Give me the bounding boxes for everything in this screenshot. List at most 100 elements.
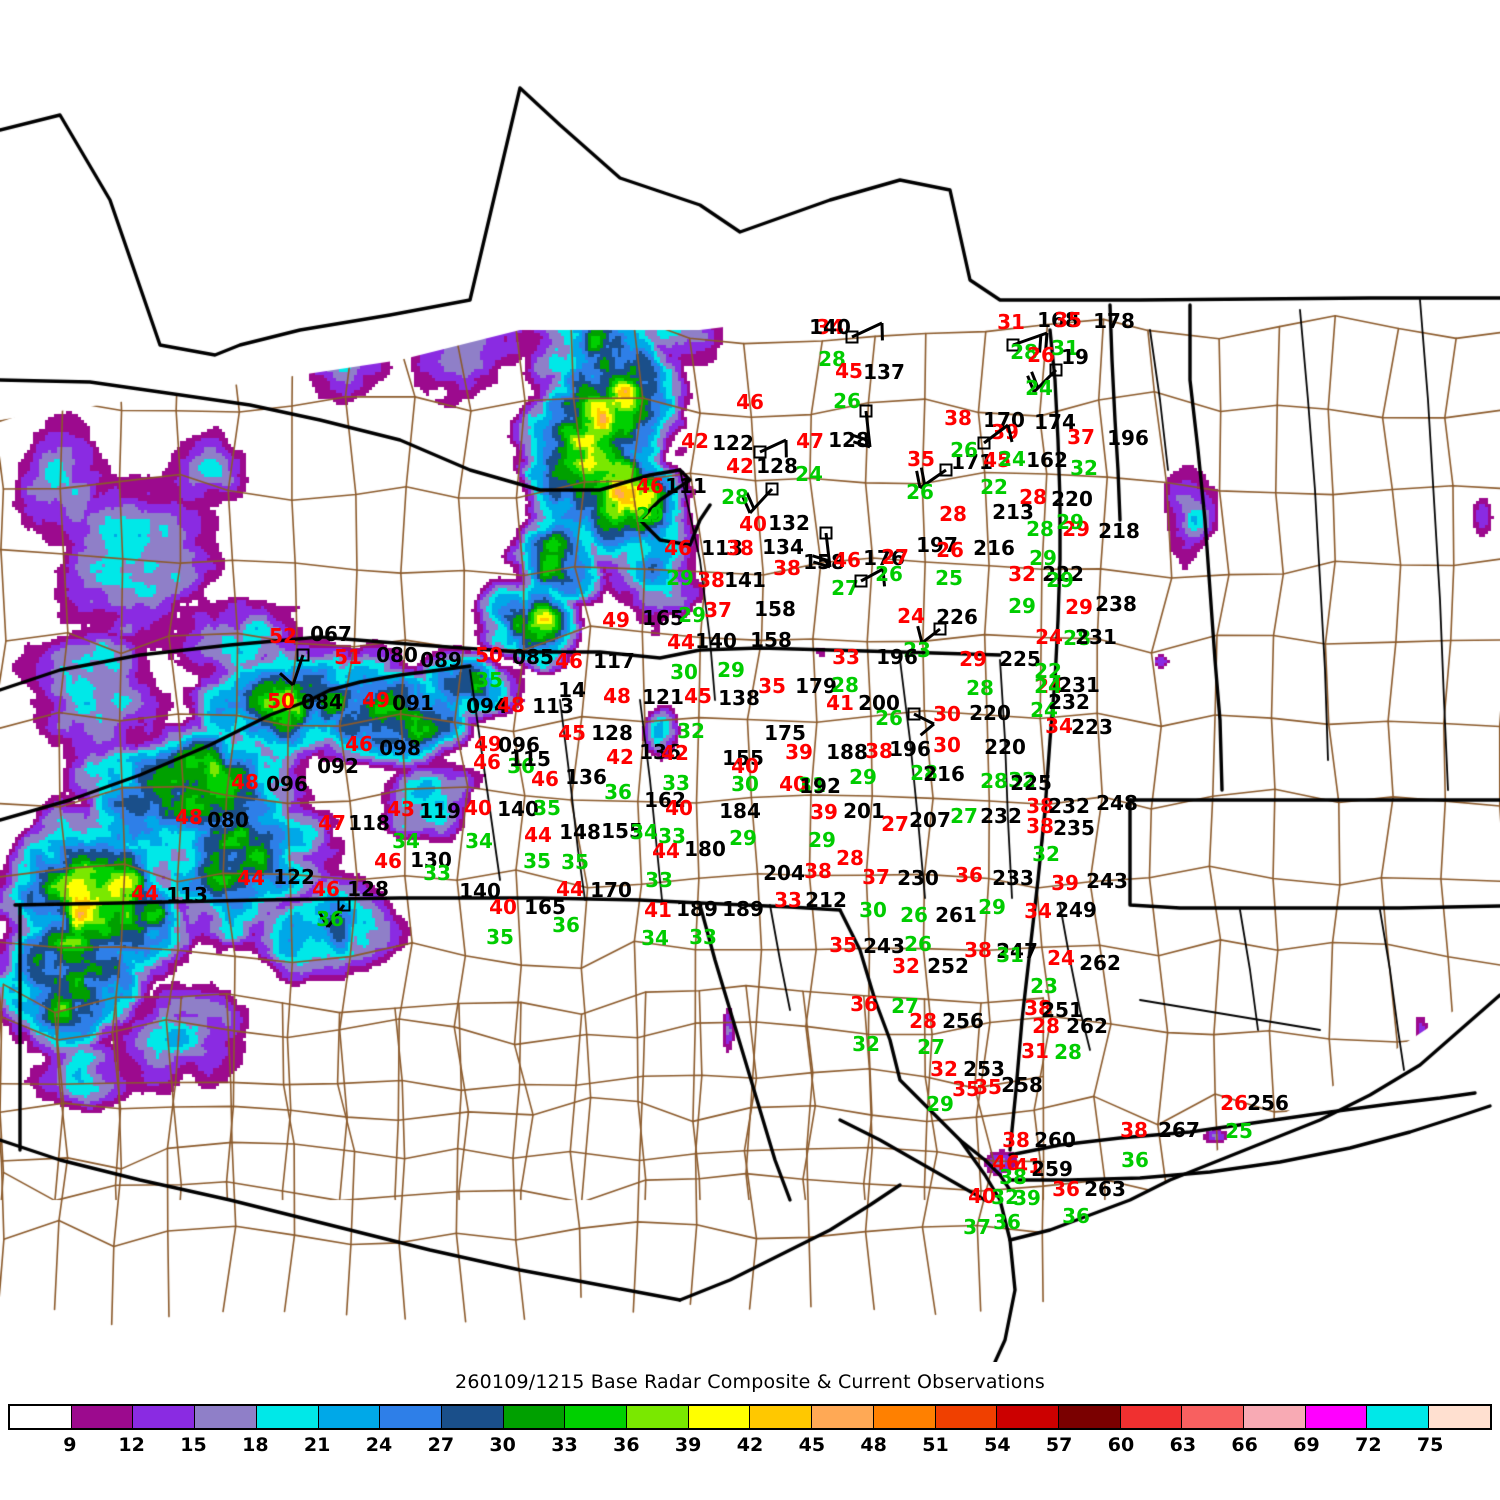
station-dewpoint: 22 [980, 475, 1008, 499]
station-pressure: 080 [376, 643, 418, 667]
station-temperature: 24 [1035, 674, 1063, 698]
station-pressure: 262 [1066, 1014, 1108, 1038]
station-pressure: 113 [701, 536, 743, 560]
station-temperature: 35 [758, 674, 786, 698]
station-dewpoint: 29 [849, 765, 877, 789]
station-pressure: 113 [532, 694, 574, 718]
station-temperature: 45 [835, 359, 863, 383]
station-dewpoint: 27 [831, 576, 859, 600]
station-pressure: 204 [763, 861, 805, 885]
station-temperature: 30 [933, 702, 961, 726]
station-temperature: 42 [681, 429, 709, 453]
station-dewpoint: 34 [630, 820, 658, 844]
radar-map-canvas[interactable]: 34 140 28 45 137 26 46 42 122 47 128 42 128 24 46 111 28… [0, 0, 1500, 1362]
station-dewpoint: 26 [875, 562, 903, 586]
station-marker [296, 648, 310, 662]
station-pressure: 162 [644, 788, 686, 812]
colorbar-swatch-17 [1058, 1406, 1121, 1428]
colorbar-tick-9: 9 [63, 1434, 77, 1456]
station-temperature: 40 [489, 895, 517, 919]
station-pressure: 140 [695, 629, 737, 653]
station-dewpoint: 31 [1051, 336, 1079, 360]
station-temperature: 46 [345, 732, 373, 756]
station-pressure: 251 [1041, 998, 1083, 1022]
station-pressure: 216 [973, 536, 1015, 560]
station-temperature: 40 [779, 772, 807, 796]
station-temperature: 39 [810, 800, 838, 824]
station-pressure: 128 [591, 721, 633, 745]
station-pressure: 122 [273, 865, 315, 889]
station-pressure: 091 [392, 691, 434, 715]
station-pressure: 113 [166, 883, 208, 907]
station-dewpoint: 35 [486, 925, 514, 949]
station-pressure: 226 [936, 605, 978, 629]
station-pressure: 138 [718, 686, 760, 710]
station-temperature: 48 [231, 770, 259, 794]
station-dewpoint: 24 [1034, 674, 1062, 698]
station-temperature: 51 [334, 645, 362, 669]
station-temperature: 49 [474, 732, 502, 756]
station-pressure: 084 [301, 690, 343, 714]
station-dewpoint: 30 [670, 660, 698, 684]
station-dewpoint: 30 [859, 898, 887, 922]
colorbar-swatch-11 [688, 1406, 751, 1428]
station-temperature: 29 [1062, 517, 1090, 541]
station-pressure: 175 [764, 721, 806, 745]
station-pressure: 118 [348, 811, 390, 835]
colorbar-swatch-19 [1182, 1406, 1245, 1428]
colorbar-tick-18: 18 [242, 1434, 269, 1456]
station-pressure: 168 [1037, 308, 1079, 332]
station-pressure: 248 [1096, 791, 1138, 815]
station-dewpoint: 22 [1034, 659, 1062, 683]
station-pressure: 136 [565, 765, 607, 789]
station-pressure: 256 [1247, 1091, 1289, 1115]
colorbar-tick-15: 15 [180, 1434, 207, 1456]
station-pressure: 225 [999, 647, 1041, 671]
colorbar-swatch-22 [1367, 1406, 1430, 1428]
station-temperature: 34 [816, 315, 844, 339]
station-temperature: 48 [497, 693, 525, 717]
station-temperature: 37 [1067, 425, 1095, 449]
station-pressure: 155 [722, 746, 764, 770]
station-dewpoint: 38 [999, 1165, 1027, 1189]
station-temperature: 44 [237, 866, 265, 890]
station-marker [907, 707, 921, 721]
colorbar-swatch-6 [380, 1406, 442, 1428]
station-pressure: 094 [466, 694, 508, 718]
station-marker [859, 404, 873, 418]
colorbar-swatch-21 [1305, 1406, 1368, 1428]
station-dewpoint: 36 [993, 1210, 1021, 1234]
station-pressure: 197 [916, 533, 958, 557]
station-temperature: 31 [1021, 1039, 1049, 1063]
station-dewpoint: 28 [1054, 1040, 1082, 1064]
station-pressure: 189 [676, 897, 718, 921]
station-temperature: 39 [785, 740, 813, 764]
station-dewpoint: 34 [465, 829, 493, 853]
colorbar-swatch-14 [873, 1406, 936, 1428]
station-temperature: 28 [836, 846, 864, 870]
station-pressure: 262 [1079, 951, 1121, 975]
station-temperature: 40 [731, 754, 759, 778]
station-dewpoint: 29 [1029, 546, 1057, 570]
station-dewpoint: 28 [831, 673, 859, 697]
station-temperature: 46 [992, 1151, 1020, 1175]
station-pressure: 140 [809, 315, 851, 339]
station-pressure: 247 [996, 939, 1038, 963]
station-pressure: 201 [843, 799, 885, 823]
colorbar-swatch-16 [997, 1406, 1059, 1428]
station-pressure: 096 [498, 733, 540, 757]
station-dewpoint: 26 [900, 903, 928, 927]
station-temperature: 46 [312, 877, 340, 901]
station-dewpoint: 29 [978, 895, 1006, 919]
station-pressure: 232 [1048, 794, 1090, 818]
station-temperature: 46 [473, 750, 501, 774]
station-pressure: 218 [1098, 519, 1140, 543]
station-dewpoint: 33 [645, 868, 673, 892]
station-pressure: 212 [805, 888, 847, 912]
station-dewpoint: 36 [507, 754, 535, 778]
station-pressure: 121 [642, 685, 684, 709]
station-dewpoint: 26 [950, 438, 978, 462]
station-pressure: 230 [897, 866, 939, 890]
station-dewpoint: 32 [1008, 768, 1036, 792]
station-temperature: 34 [1024, 899, 1052, 923]
